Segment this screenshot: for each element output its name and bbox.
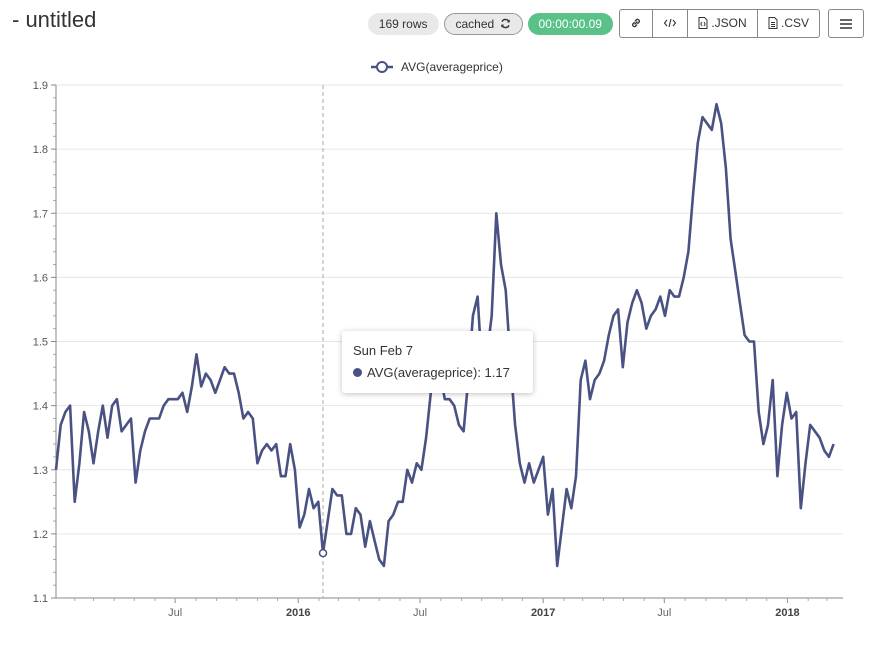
tooltip-date: Sun Feb 7 [353, 343, 413, 358]
y-tick-label: 1.9 [33, 80, 48, 92]
y-tick-label: 1.7 [33, 208, 48, 220]
legend-marker-icon [376, 61, 388, 73]
x-tick-label: 2018 [775, 607, 799, 619]
chart-tooltip: Sun Feb 7 AVG(averageprice) : 1.17 [342, 331, 533, 393]
x-tick-label: Jul [657, 607, 671, 619]
tooltip-separator: : [477, 365, 485, 380]
y-tick-label: 1.8 [33, 144, 48, 156]
tooltip-series-name: AVG(averageprice) [367, 365, 478, 380]
y-tick-label: 1.2 [33, 529, 48, 541]
x-tick-label: 2017 [531, 607, 555, 619]
menu-button[interactable] [828, 9, 864, 38]
x-axis: Jul 2016 Jul 2017 Jul 2018 [55, 85, 843, 619]
download-csv-button[interactable]: .CSV [756, 10, 819, 37]
link-icon [632, 18, 640, 28]
csv-label: .CSV [780, 16, 809, 30]
y-tick-label: 1.3 [33, 465, 48, 477]
json-label: .JSON [711, 16, 747, 30]
toolbar: 169 rows cached 00:00:00.09 .JSON [367, 9, 864, 38]
chart-legend[interactable]: AVG(averageprice) [371, 60, 503, 74]
hamburger-menu-icon [840, 19, 852, 29]
query-duration-badge: 00:00:00.09 [527, 12, 613, 35]
y-tick-label: 1.1 [33, 593, 48, 605]
refresh-icon [500, 18, 510, 28]
y-tick-label: 1.4 [33, 401, 48, 413]
x-tick-label: Jul [168, 607, 182, 619]
file-text-icon [768, 17, 778, 29]
series-line[interactable] [54, 102, 835, 568]
cached-label: cached [455, 16, 495, 31]
y-tick-label: 1.5 [33, 337, 48, 349]
hover-point [318, 548, 328, 558]
code-icon [663, 18, 677, 28]
x-tick-label: Jul [413, 607, 427, 619]
page-title: - untitled [12, 7, 97, 32]
legend-label: AVG(averageprice) [401, 60, 503, 74]
x-tick-label: 2016 [286, 607, 310, 619]
tooltip-value: 1.17 [484, 365, 510, 380]
series-color-swatch [353, 368, 362, 377]
view-query-button[interactable] [651, 10, 687, 37]
export-button-group: .JSON .CSV [618, 9, 820, 38]
y-tick-label: 1.6 [33, 272, 48, 284]
row-count-badge: 169 rows [367, 12, 439, 35]
cached-button[interactable]: cached [443, 12, 523, 35]
file-code-icon [698, 17, 708, 29]
y-axis: 1.1 1.2 1.3 1.4 1.5 1.6 1.7 1.8 1.9 [33, 80, 56, 605]
tooltip-series-row: AVG(averageprice) : 1.17 [353, 365, 533, 380]
copy-link-button[interactable] [620, 10, 652, 37]
download-json-button[interactable]: .JSON [686, 10, 757, 37]
